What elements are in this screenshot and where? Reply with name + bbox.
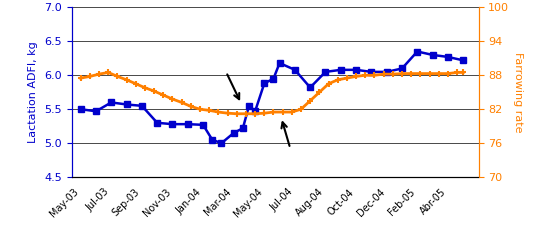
Y-axis label: Lactation ADFI, kg: Lactation ADFI, kg — [29, 41, 38, 143]
Y-axis label: Farrowing rate: Farrowing rate — [513, 52, 523, 133]
